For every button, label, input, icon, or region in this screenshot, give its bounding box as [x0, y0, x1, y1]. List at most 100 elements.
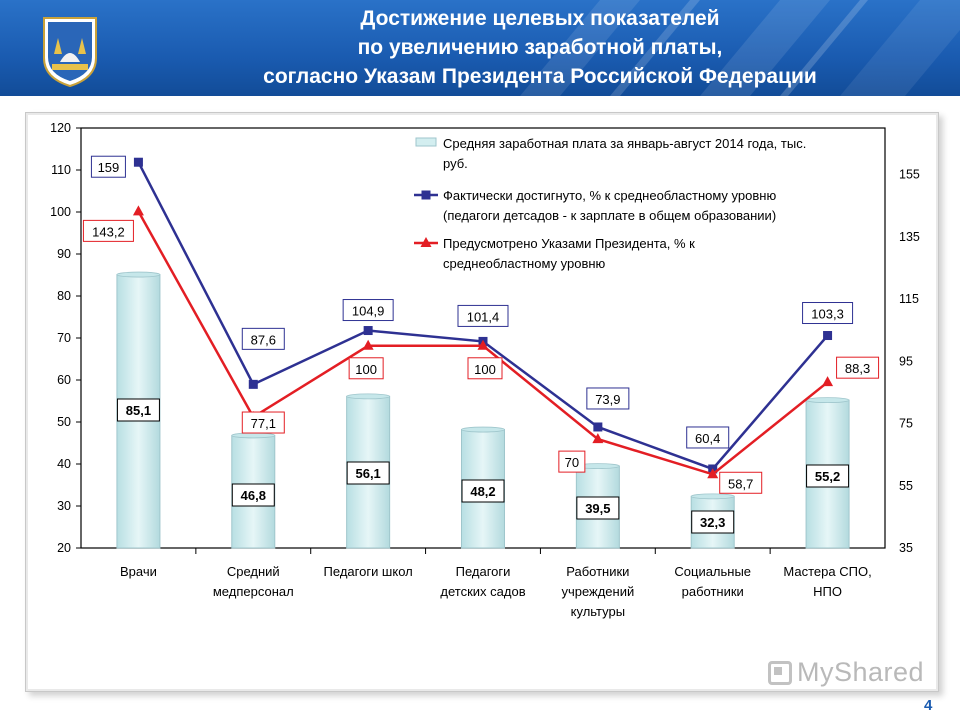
y-right-tick-label: 135	[899, 230, 920, 244]
series-data-label: 101,4	[467, 309, 500, 324]
x-category-label: Мастера СПО,	[783, 564, 871, 579]
page-title: Достижение целевых показателей по увелич…	[200, 4, 880, 91]
legend-bar-swatch	[415, 137, 437, 147]
x-category-label: Врачи	[120, 564, 157, 579]
series-label-box	[586, 387, 630, 410]
x-category-label: детских садов	[440, 584, 525, 599]
series-marker-square	[593, 422, 603, 432]
salary-bar-top	[346, 393, 391, 400]
salary-chart: 120 110 100 90 80 70 60 50 40 30 20 155 135 115 95 75 55…	[50, 121, 920, 619]
y-right-tick-label: 95	[899, 354, 913, 368]
salary-bar-top	[116, 271, 161, 278]
salary-bar-label: 55,2	[815, 469, 840, 484]
series-marker-triangle	[362, 339, 374, 350]
series-marker-triangle	[477, 339, 489, 350]
series-label-box	[467, 357, 503, 380]
y-left-tick-label: 120	[50, 121, 71, 135]
y-right-tick-label: 35	[899, 541, 913, 555]
legend-series-label: среднеобластному уровню	[443, 256, 606, 271]
salary-bar-label-box	[231, 483, 275, 507]
title-line-3: согласно Указам Президента Российской Фе…	[263, 65, 817, 88]
legend-series-label: Предусмотрено Указами Президента, % к	[443, 236, 695, 251]
salary-bar-top	[461, 426, 505, 433]
y-left-tick-label: 70	[57, 331, 71, 345]
salary-bar-label-box	[346, 461, 390, 485]
series-label-box	[457, 304, 509, 327]
salary-bar-label: 48,2	[470, 484, 495, 499]
y-left-tick-label: 60	[57, 373, 71, 387]
coat-of-arms-icon	[43, 17, 97, 88]
series-label-box	[558, 450, 586, 473]
salary-bar-top	[690, 493, 735, 500]
y-left-tick-label: 50	[57, 415, 71, 429]
watermark-logo-icon	[768, 661, 792, 685]
series-marker-triangle	[822, 376, 834, 387]
series-label-box	[802, 302, 854, 325]
series-label-box	[686, 426, 730, 449]
salary-bar-label-box	[806, 464, 850, 488]
series-data-label: 88,3	[845, 361, 870, 376]
y-left-tick-label: 100	[50, 205, 71, 219]
salary-bar-label: 32,3	[700, 515, 725, 530]
salary-bar-label: 85,1	[126, 403, 151, 418]
series-data-label: 73,9	[595, 392, 620, 407]
salary-bar-label-box	[576, 496, 620, 520]
series-label-box	[241, 411, 285, 434]
salary-bar-top	[231, 432, 276, 439]
series-data-label: 70	[565, 455, 579, 470]
x-category-label: Социальные	[674, 564, 751, 579]
series-marker-triangle	[592, 433, 604, 444]
page-number: 4	[924, 697, 933, 714]
series-label-box	[836, 356, 880, 379]
y-left-tick-label: 20	[57, 541, 71, 555]
series-label-box	[342, 299, 394, 322]
series-label-box	[241, 327, 285, 350]
x-category-label: медперсонал	[213, 584, 294, 599]
x-category-label: учреждений	[561, 584, 634, 599]
series-data-label: 143,2	[92, 224, 125, 239]
y-right-tick-label: 115	[899, 292, 919, 306]
series-label-box	[82, 219, 134, 242]
series-label-box	[90, 155, 126, 178]
series-data-label: 87,6	[251, 332, 276, 347]
chart-panel: 120 110 100 90 80 70 60 50 40 30 20 155 135 115 95 75 55…	[25, 112, 939, 692]
series-data-label: 104,9	[352, 304, 385, 319]
series-marker-triangle	[707, 468, 719, 479]
header-banner: Достижение целевых показателей по увелич…	[0, 0, 960, 96]
legend-series-label: (педагоги детсадов - к зарплате в общем …	[443, 208, 776, 223]
x-category-label: Педагоги	[456, 564, 511, 579]
series-label-box	[719, 471, 763, 494]
y-left-tick-label: 80	[57, 289, 71, 303]
salary-bar-label: 39,5	[585, 501, 610, 516]
series-data-label: 100	[474, 362, 496, 377]
legend-marker-triangle	[420, 237, 432, 247]
series-data-label: 100	[355, 362, 377, 377]
legend-series-label: Фактически достигнуто, % к среднеобластн…	[443, 188, 776, 203]
y-right-tick-label: 75	[899, 417, 913, 431]
x-category-label: НПО	[813, 584, 842, 599]
watermark: MyShared	[768, 657, 924, 688]
series-marker-square	[133, 157, 143, 167]
x-category-label: работники	[682, 584, 744, 599]
salary-bar-label: 46,8	[241, 488, 266, 503]
salary-bar-label-box	[461, 479, 505, 503]
x-category-label: Педагоги школ	[324, 564, 413, 579]
series-data-label: 60,4	[695, 431, 720, 446]
y-left-tick-label: 30	[57, 499, 71, 513]
legend-marker-square	[421, 190, 431, 200]
series-data-label: 77,1	[251, 416, 276, 431]
series-data-label: 58,7	[728, 476, 753, 491]
y-left-tick-label: 110	[51, 163, 71, 177]
x-category-label: Работники	[566, 564, 629, 579]
y-left-tick-label: 90	[57, 247, 71, 261]
series-label-box	[348, 357, 384, 380]
watermark-text: MyShared	[797, 657, 925, 687]
series-data-label: 103,3	[811, 307, 844, 322]
y-right-tick-label: 55	[899, 479, 913, 493]
title-line-2: по увеличению заработной платы,	[357, 36, 723, 59]
series-marker-square	[823, 331, 833, 341]
x-category-label: культуры	[571, 604, 625, 619]
salary-bar-label-box	[691, 510, 735, 534]
legend-bar-label: руб.	[443, 156, 468, 171]
series-marker-square	[363, 326, 373, 336]
